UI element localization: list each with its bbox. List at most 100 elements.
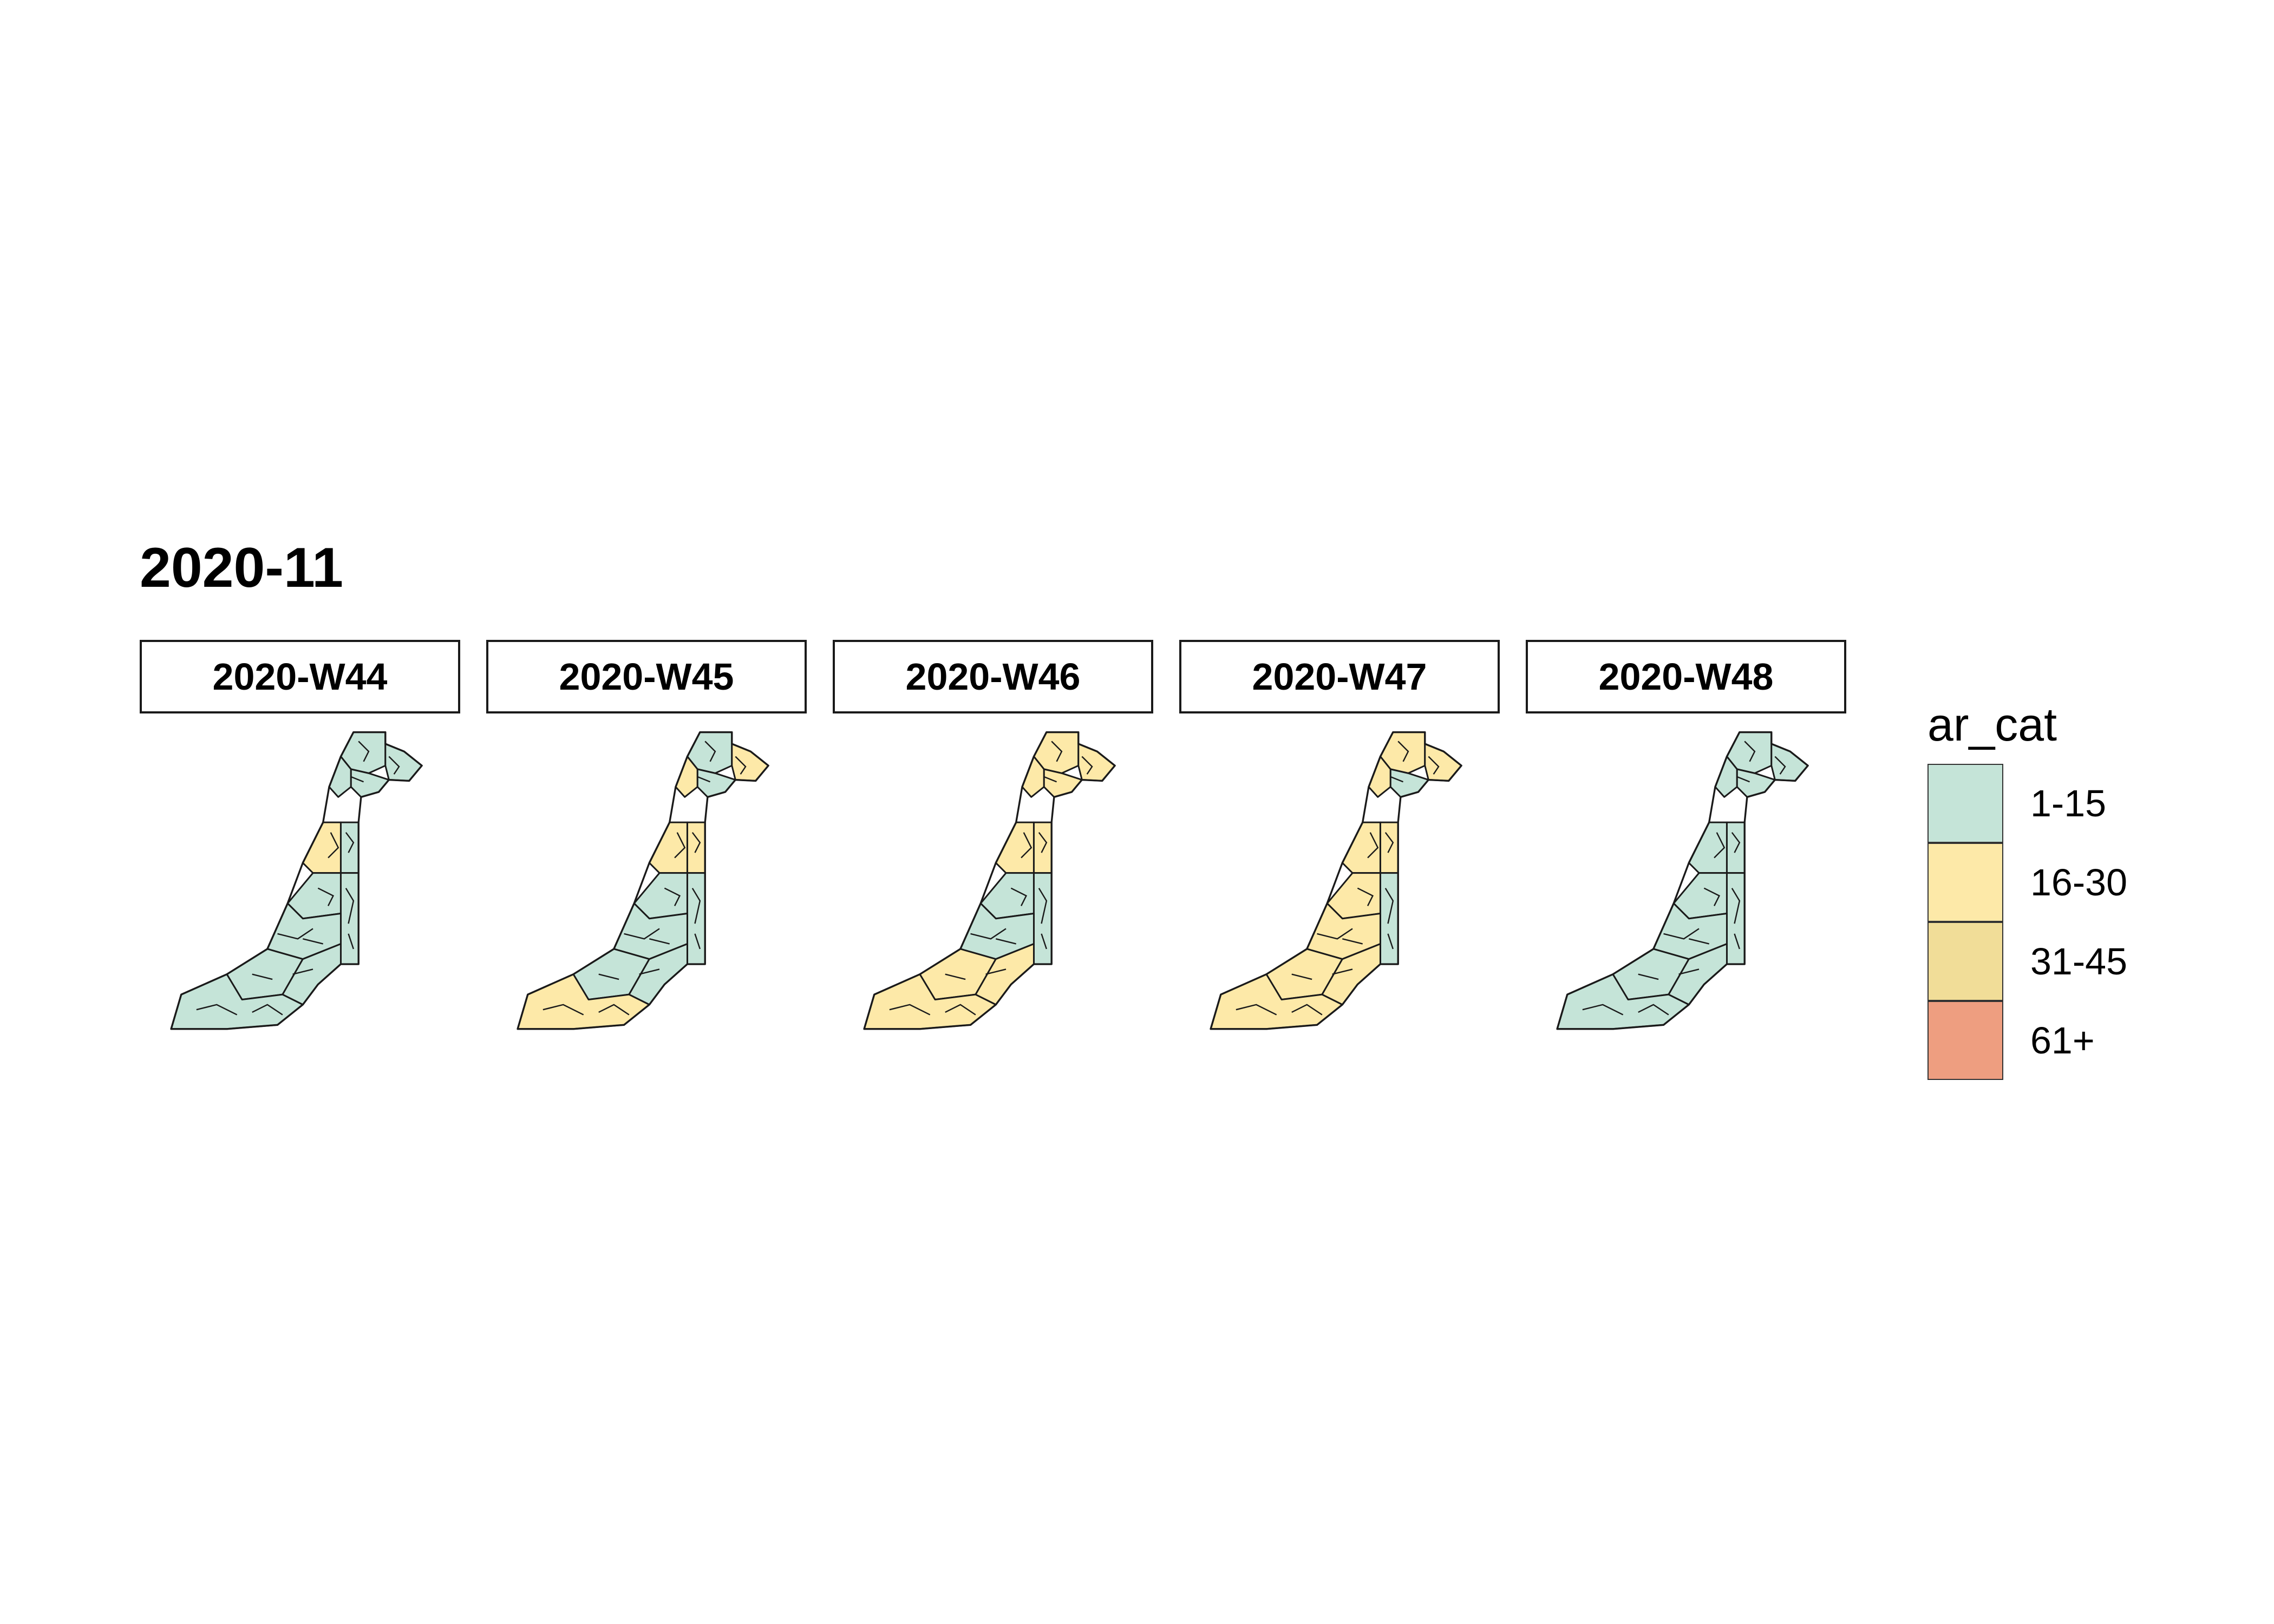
district-boundary-line (277, 928, 313, 940)
district-boundary-line (252, 1004, 283, 1016)
map-region-2 (1736, 768, 1776, 798)
district-boundary-line (1638, 1004, 1669, 1016)
district-boundary-line (970, 928, 1007, 940)
legend-color-key (1927, 843, 2003, 922)
district-boundary-line (1384, 832, 1394, 853)
district-boundary-line (945, 973, 966, 980)
district-boundary-line (345, 832, 355, 853)
panel-strip-label: 2020-W45 (486, 640, 807, 713)
district-boundary-line (1744, 741, 1756, 762)
choropleth-map (1526, 721, 1872, 1035)
district-boundary-line (1236, 1004, 1277, 1016)
district-boundary-line (1428, 756, 1440, 775)
legend-color-key (1927, 764, 2003, 843)
map-region-2 (696, 768, 736, 798)
map-outline (517, 731, 769, 1030)
map-svg (1556, 731, 1809, 1030)
district-boundary-line (1041, 933, 1047, 949)
district-boundary-line (1714, 832, 1726, 859)
district-boundary-line (1397, 741, 1409, 762)
map-region-4 (995, 821, 1035, 874)
district-boundary-line (302, 938, 324, 945)
map-outline (1210, 731, 1462, 1030)
legend-item: 31-45 (1927, 922, 2127, 1001)
map-svg (517, 731, 769, 1030)
legend-label: 31-45 (2030, 940, 2128, 983)
map-region-5 (686, 821, 706, 874)
district-boundary-line (1357, 887, 1374, 906)
choropleth-map (1179, 721, 1526, 1035)
district-boundary-line (945, 1004, 976, 1016)
district-boundary-line (1051, 741, 1063, 762)
district-boundary-line (697, 776, 711, 783)
district-boundary-line (317, 887, 335, 906)
panel-2020-w47: 2020-W47 (1179, 640, 1526, 1030)
map-region-4 (1341, 821, 1381, 874)
panel-strip-label: 2020-W48 (1526, 640, 1846, 713)
legend-label: 16-30 (2030, 861, 2128, 903)
map-svg (170, 731, 423, 1030)
district-boundary-line (1081, 756, 1093, 775)
panel-strip-label: 2020-W46 (833, 640, 1153, 713)
district-boundary-line (348, 933, 354, 949)
panel-strip-label: 2020-W47 (1179, 640, 1500, 713)
district-boundary-line (664, 887, 681, 906)
legend-color-key (1927, 1001, 2003, 1080)
district-boundary-line (1774, 756, 1786, 775)
legend-label: 61+ (2030, 1019, 2095, 1062)
district-boundary-line (1582, 1004, 1624, 1016)
district-boundary-line (624, 928, 660, 940)
choropleth-map (833, 721, 1179, 1035)
map-svg (863, 731, 1116, 1030)
district-boundary-line (1342, 938, 1363, 945)
district-boundary-line (735, 756, 747, 775)
legend-item: 61+ (1927, 1001, 2127, 1080)
district-boundary-line (1678, 968, 1700, 975)
district-boundary-line (1010, 887, 1028, 906)
district-boundary-line (1384, 888, 1394, 924)
district-boundary-line (292, 968, 313, 975)
district-boundary-line (388, 756, 400, 775)
panel-2020-w45: 2020-W45 (486, 640, 833, 1030)
district-boundary-line (1367, 832, 1379, 859)
district-boundary-line (1638, 973, 1659, 980)
district-boundary-line (1038, 888, 1048, 924)
panel-2020-w44: 2020-W44 (140, 640, 486, 1030)
district-boundary-line (995, 938, 1017, 945)
district-boundary-line (1038, 832, 1048, 853)
map-outline (170, 731, 423, 1030)
district-boundary-line (1332, 968, 1353, 975)
map-region-2 (350, 768, 390, 798)
legend: ar_cat 1-15 16-30 31-45 61+ (1927, 698, 2127, 1080)
map-region-5 (1726, 821, 1746, 874)
district-boundary-line (598, 973, 619, 980)
district-boundary-line (704, 741, 716, 762)
district-boundary-line (1291, 1004, 1323, 1016)
map-region-5 (1379, 821, 1399, 874)
map-outline (1556, 731, 1809, 1030)
district-boundary-line (1317, 928, 1353, 940)
map-region-5 (339, 821, 360, 874)
map-svg (1210, 731, 1462, 1030)
map-region-4 (1688, 821, 1728, 874)
district-boundary-line (1736, 776, 1750, 783)
district-boundary-line (358, 741, 370, 762)
district-boundary-line (1734, 933, 1740, 949)
district-boundary-line (1043, 776, 1057, 783)
district-boundary-line (639, 968, 660, 975)
choropleth-map (140, 721, 486, 1035)
district-boundary-line (328, 832, 339, 859)
district-boundary-line (196, 1004, 238, 1016)
district-boundary-line (1731, 888, 1741, 924)
district-boundary-line (674, 832, 686, 859)
panel-2020-w48: 2020-W48 (1526, 640, 1872, 1030)
map-region-4 (302, 821, 342, 874)
legend-label: 1-15 (2030, 782, 2107, 824)
legend-title: ar_cat (1927, 699, 2057, 751)
district-boundary-line (1663, 928, 1700, 940)
district-boundary-line (1703, 887, 1721, 906)
district-boundary-line (543, 1004, 584, 1016)
map-region-2 (1043, 768, 1083, 798)
district-boundary-line (985, 968, 1007, 975)
